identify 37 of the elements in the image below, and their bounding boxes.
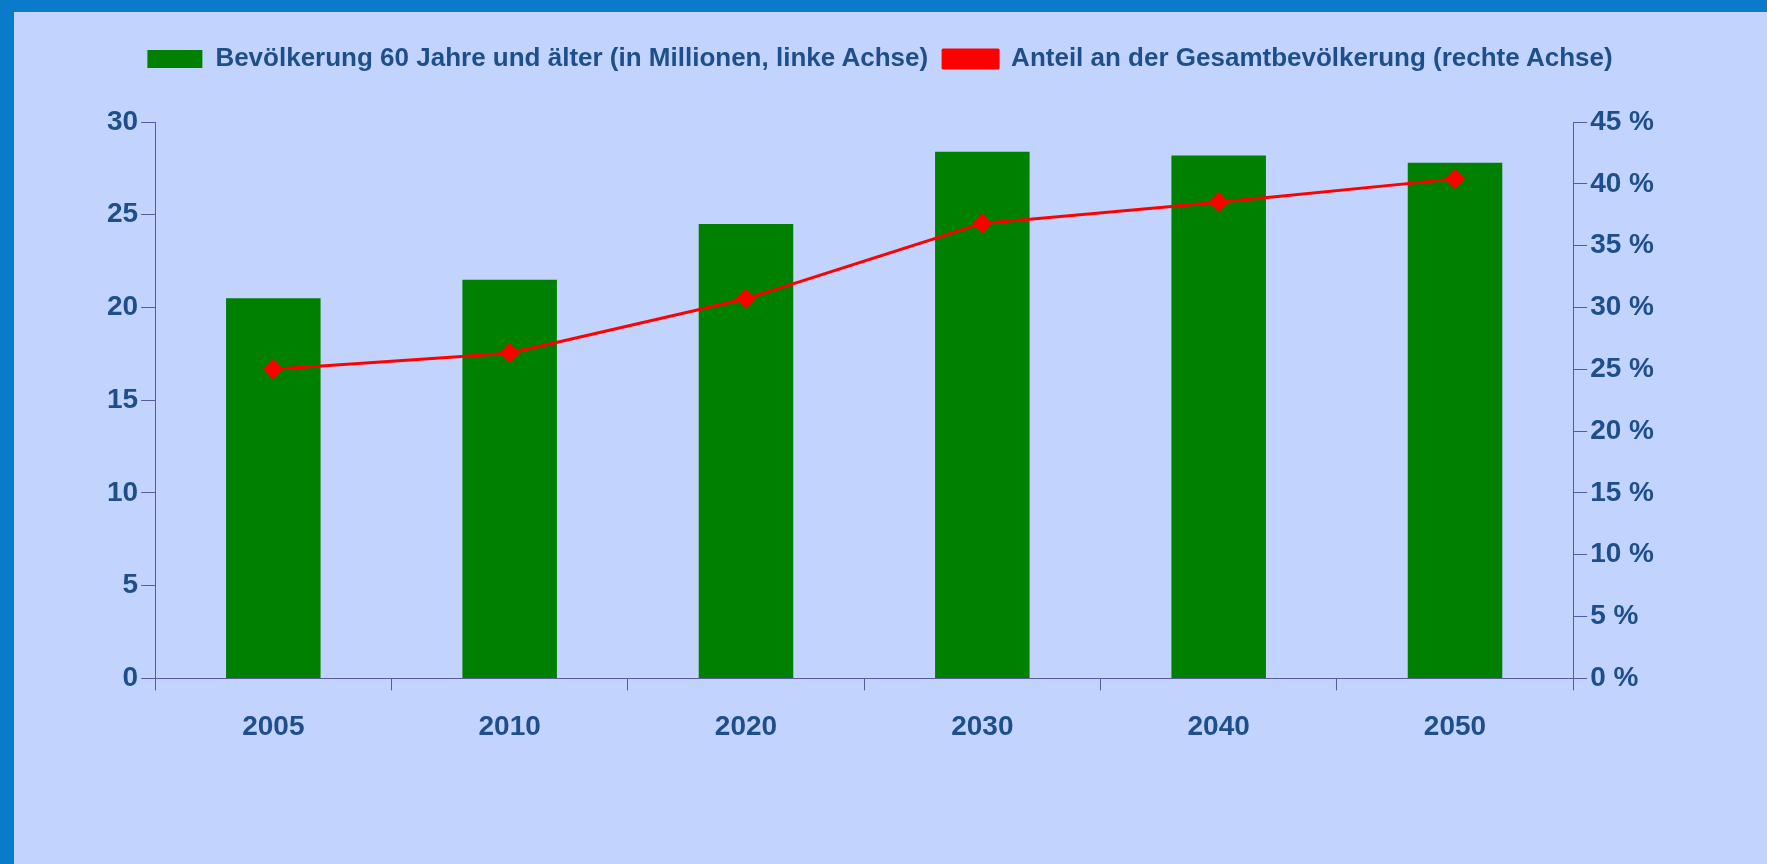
y2-tick-label: 20 % <box>1590 413 1655 445</box>
y2-tick-label: 45 % <box>1590 104 1655 136</box>
legend-label: Bevölkerung 60 Jahre und älter (in Millionen, linke Achse) <box>215 42 929 73</box>
x-tick-label: 2020 <box>714 709 778 741</box>
x-tick-label: 2005 <box>242 709 305 741</box>
x-tick-label: 2040 <box>1187 709 1250 741</box>
point <box>736 289 756 309</box>
y2-tick-label: 0 % <box>1590 661 1639 693</box>
point <box>500 343 520 363</box>
y-tick-label: 15 <box>106 382 139 414</box>
y2-tick-label: 15 % <box>1590 475 1655 507</box>
point <box>1445 169 1465 189</box>
y2-tick-label: 35 % <box>1590 228 1655 260</box>
bar <box>698 224 794 678</box>
y2-tick-label: 40 % <box>1590 166 1655 198</box>
y2-tick-label: 10 % <box>1590 537 1655 569</box>
y-tick-label: 5 <box>122 568 139 600</box>
x-tick-label: 2030 <box>951 709 1014 741</box>
bar <box>1171 155 1266 678</box>
bar <box>1407 162 1503 678</box>
y2-tick-label: 5 % <box>1590 599 1639 631</box>
bar <box>226 298 321 678</box>
y2-tick-label: 25 % <box>1590 352 1655 384</box>
y2-tick-label: 30 % <box>1590 290 1655 322</box>
point <box>972 213 992 233</box>
point <box>1209 192 1229 212</box>
legend-label: Anteil an der Gesamtbevölkerung (rechte Achse) <box>1011 42 1613 73</box>
y-tick-label: 20 <box>106 290 139 322</box>
y-tick-label: 10 <box>106 475 139 507</box>
x-tick-label: 2050 <box>1423 709 1487 741</box>
bar <box>462 279 557 678</box>
point <box>263 359 283 379</box>
y-tick-label: 0 <box>122 661 139 693</box>
bar <box>935 151 1030 678</box>
y-tick-label: 25 <box>106 197 139 229</box>
y-tick-label: 30 <box>106 104 139 136</box>
x-tick-label: 2010 <box>478 709 541 741</box>
